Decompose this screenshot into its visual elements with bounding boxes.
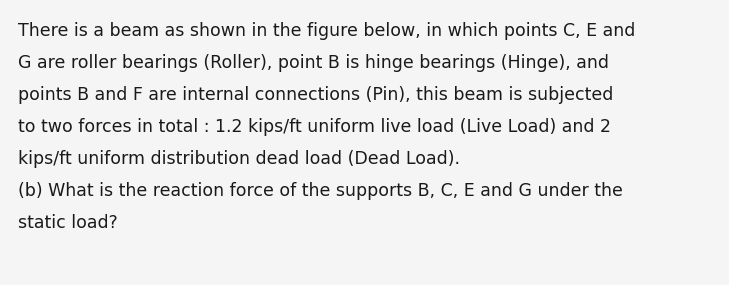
Text: G are roller bearings (Roller), point B is hinge bearings (Hinge), and: G are roller bearings (Roller), point B … xyxy=(18,54,609,72)
Text: (b) What is the reaction force of the supports B, C, E and G under the: (b) What is the reaction force of the su… xyxy=(18,182,623,200)
Text: points B and F are internal connections (Pin), this beam is subjected: points B and F are internal connections … xyxy=(18,86,613,104)
Text: static load?: static load? xyxy=(18,214,118,232)
Text: to two forces in total : 1.2 kips/ft uniform live load (Live Load) and 2: to two forces in total : 1.2 kips/ft uni… xyxy=(18,118,611,136)
Text: kips/ft uniform distribution dead load (Dead Load).: kips/ft uniform distribution dead load (… xyxy=(18,150,460,168)
Text: There is a beam as shown in the figure below, in which points C, E and: There is a beam as shown in the figure b… xyxy=(18,22,636,40)
